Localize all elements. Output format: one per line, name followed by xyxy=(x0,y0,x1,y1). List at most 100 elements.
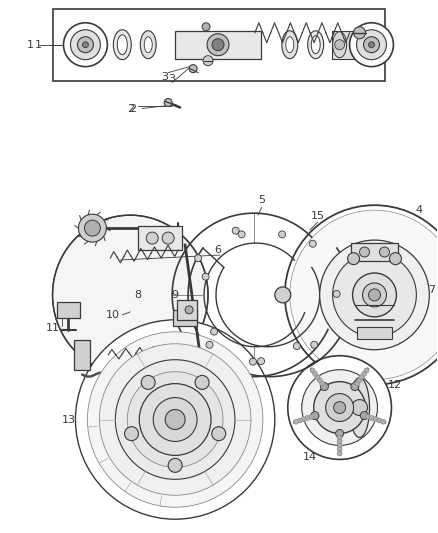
Ellipse shape xyxy=(140,31,156,59)
Bar xyxy=(350,243,399,261)
Ellipse shape xyxy=(332,32,346,58)
Circle shape xyxy=(352,384,357,389)
Circle shape xyxy=(334,401,346,414)
Circle shape xyxy=(337,435,342,440)
Text: 11: 11 xyxy=(188,335,202,345)
Circle shape xyxy=(238,231,245,238)
Text: 3: 3 xyxy=(169,74,176,84)
Circle shape xyxy=(297,418,302,423)
Circle shape xyxy=(363,283,386,307)
Circle shape xyxy=(350,23,393,67)
Circle shape xyxy=(373,417,378,422)
Circle shape xyxy=(279,231,286,238)
Text: 3: 3 xyxy=(162,71,169,82)
Circle shape xyxy=(302,370,378,446)
Bar xyxy=(138,226,182,250)
Circle shape xyxy=(379,247,389,257)
Circle shape xyxy=(360,247,370,257)
Circle shape xyxy=(194,255,201,262)
Circle shape xyxy=(312,413,318,418)
Circle shape xyxy=(320,383,328,391)
Circle shape xyxy=(275,287,291,303)
Circle shape xyxy=(164,99,172,107)
Circle shape xyxy=(320,381,325,386)
Circle shape xyxy=(202,23,210,31)
Bar xyxy=(74,340,90,370)
Circle shape xyxy=(195,375,209,390)
Circle shape xyxy=(362,413,367,418)
Circle shape xyxy=(353,27,366,39)
Bar xyxy=(332,31,353,59)
Bar xyxy=(57,302,81,318)
Circle shape xyxy=(293,343,300,350)
Circle shape xyxy=(141,375,155,390)
Circle shape xyxy=(337,451,342,456)
Bar xyxy=(173,310,197,326)
Circle shape xyxy=(162,232,174,244)
Circle shape xyxy=(78,214,106,242)
Circle shape xyxy=(357,378,362,383)
Circle shape xyxy=(165,409,185,430)
Text: 6: 6 xyxy=(207,350,214,360)
Circle shape xyxy=(313,371,318,376)
Circle shape xyxy=(288,356,392,459)
Circle shape xyxy=(381,419,386,424)
Bar xyxy=(357,327,392,339)
Circle shape xyxy=(377,418,382,423)
Circle shape xyxy=(64,23,107,67)
Circle shape xyxy=(82,42,88,47)
Bar xyxy=(177,300,197,320)
Circle shape xyxy=(322,384,327,389)
Circle shape xyxy=(360,374,364,379)
Circle shape xyxy=(333,290,340,297)
Ellipse shape xyxy=(113,30,131,60)
Circle shape xyxy=(364,368,369,373)
Text: 6: 6 xyxy=(215,245,222,255)
Circle shape xyxy=(389,253,401,264)
Circle shape xyxy=(153,398,197,441)
Ellipse shape xyxy=(311,36,320,54)
Circle shape xyxy=(202,273,209,280)
Ellipse shape xyxy=(350,378,370,438)
Circle shape xyxy=(366,414,371,419)
Circle shape xyxy=(311,341,318,348)
Circle shape xyxy=(369,416,374,421)
Circle shape xyxy=(348,253,360,264)
Circle shape xyxy=(212,39,224,51)
Circle shape xyxy=(320,240,429,350)
Circle shape xyxy=(99,344,251,495)
Text: 1: 1 xyxy=(27,39,34,50)
Text: 14: 14 xyxy=(303,453,317,463)
Circle shape xyxy=(258,358,265,365)
Text: 11: 11 xyxy=(46,323,60,333)
Circle shape xyxy=(88,332,263,507)
Text: 2: 2 xyxy=(127,103,134,114)
Circle shape xyxy=(337,439,342,444)
Circle shape xyxy=(249,358,256,365)
Circle shape xyxy=(315,374,320,379)
Circle shape xyxy=(309,414,314,419)
Ellipse shape xyxy=(308,31,324,59)
Circle shape xyxy=(207,34,229,55)
Text: 4: 4 xyxy=(416,205,423,215)
Ellipse shape xyxy=(144,37,152,53)
Ellipse shape xyxy=(117,35,127,55)
Text: 7: 7 xyxy=(428,285,435,295)
Circle shape xyxy=(203,55,213,66)
Circle shape xyxy=(124,427,138,441)
Circle shape xyxy=(351,383,359,391)
Circle shape xyxy=(357,30,386,60)
Text: 1: 1 xyxy=(35,39,42,50)
Circle shape xyxy=(127,372,223,467)
Circle shape xyxy=(310,368,315,373)
Circle shape xyxy=(360,411,368,419)
Ellipse shape xyxy=(282,31,298,59)
Circle shape xyxy=(290,210,438,379)
Circle shape xyxy=(189,64,197,72)
Circle shape xyxy=(206,341,213,348)
Circle shape xyxy=(362,371,367,376)
Text: 15: 15 xyxy=(311,211,325,221)
Text: 8: 8 xyxy=(135,290,142,300)
Circle shape xyxy=(368,289,381,301)
Circle shape xyxy=(368,42,374,47)
